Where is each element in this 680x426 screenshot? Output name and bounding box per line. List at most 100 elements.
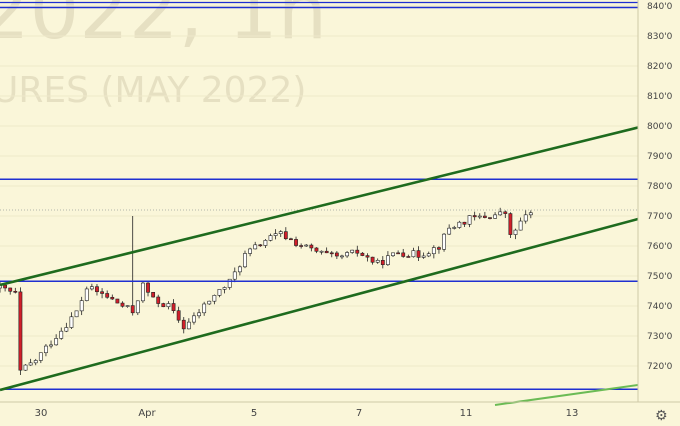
candle-body bbox=[59, 330, 64, 339]
candle-body bbox=[3, 284, 8, 289]
candle-body bbox=[380, 260, 385, 265]
candle-body bbox=[452, 227, 457, 229]
candle-body bbox=[467, 215, 472, 225]
candle-body bbox=[181, 319, 186, 330]
candle-series bbox=[0, 207, 533, 375]
time-tick-label: 7 bbox=[356, 408, 362, 419]
candle-body bbox=[243, 253, 247, 268]
candle-body bbox=[401, 252, 406, 257]
price-tick-label: 840'0 bbox=[647, 2, 673, 12]
candle-body bbox=[365, 255, 370, 258]
candle-body bbox=[360, 252, 365, 256]
candle-body bbox=[146, 282, 150, 293]
price-tick-label: 720'0 bbox=[647, 362, 673, 372]
price-tick-label: 740'0 bbox=[647, 302, 673, 312]
candle-body bbox=[100, 291, 104, 294]
candle-body bbox=[192, 315, 196, 323]
candle-body bbox=[411, 250, 416, 258]
watermark-symbol: 2022, 1h bbox=[0, 0, 327, 57]
candle-body bbox=[416, 250, 421, 258]
candle-body bbox=[482, 215, 487, 218]
candle-body bbox=[176, 310, 181, 321]
candle-body bbox=[156, 296, 161, 304]
candle-body bbox=[299, 245, 304, 247]
candle-body bbox=[202, 303, 207, 314]
candle-body bbox=[79, 300, 84, 312]
candle-body bbox=[186, 321, 191, 330]
candle-body bbox=[273, 233, 278, 236]
candle-body bbox=[355, 249, 360, 254]
channel-upper-line bbox=[0, 126, 639, 287]
price-axis[interactable]: 720'0 730'0 740'0 750'0 760'0 770'0 780'0 790'0… bbox=[637, 0, 680, 426]
price-tick-label: 770'0 bbox=[647, 212, 673, 222]
price-tick-label: 730'0 bbox=[647, 332, 673, 342]
candle-body bbox=[227, 278, 232, 288]
candle-body bbox=[289, 238, 293, 241]
trend-channel bbox=[0, 126, 639, 406]
candle-body bbox=[421, 255, 426, 258]
candle-body bbox=[375, 260, 380, 263]
time-tick-label: 30 bbox=[35, 408, 48, 419]
price-grid bbox=[0, 5, 638, 367]
candle-body bbox=[212, 295, 217, 302]
candle-body bbox=[0, 284, 2, 289]
candle-body bbox=[294, 239, 298, 246]
time-tick-label: 13 bbox=[566, 408, 579, 419]
candle-body bbox=[334, 252, 339, 257]
candle-body bbox=[105, 293, 110, 298]
candle-body bbox=[304, 244, 309, 247]
time-axis[interactable]: 30 Apr 5 7 11 13 bbox=[0, 401, 680, 419]
price-axis-background bbox=[638, 0, 680, 426]
gear-icon[interactable]: ⚙ bbox=[655, 408, 668, 424]
candle-body bbox=[217, 289, 222, 296]
candle-body bbox=[23, 364, 28, 371]
candle-body bbox=[13, 290, 18, 293]
candle-body bbox=[268, 235, 273, 241]
candle-body bbox=[95, 286, 99, 293]
candle-body bbox=[141, 282, 145, 302]
price-tick-label: 780'0 bbox=[647, 182, 673, 192]
candle-body bbox=[253, 244, 258, 250]
price-tick-label: 790'0 bbox=[647, 152, 673, 162]
candle-body bbox=[437, 247, 441, 250]
candle-body bbox=[406, 256, 411, 258]
time-tick-label: 11 bbox=[460, 408, 473, 419]
candle-body bbox=[518, 220, 523, 231]
candle-body bbox=[237, 266, 242, 273]
candle-body bbox=[309, 244, 314, 249]
candle-body bbox=[135, 300, 140, 314]
price-tick-label: 810'0 bbox=[647, 92, 673, 102]
candle-body bbox=[319, 250, 324, 253]
candle-body bbox=[248, 248, 252, 254]
candle-body bbox=[125, 305, 130, 307]
candle-body bbox=[38, 352, 43, 361]
candle-body bbox=[151, 292, 156, 298]
candle-body bbox=[54, 338, 59, 346]
candle-body bbox=[370, 256, 375, 263]
candle-body bbox=[345, 252, 349, 257]
candle-body bbox=[171, 303, 176, 311]
channel-lower-line bbox=[0, 217, 639, 392]
candle-body bbox=[222, 287, 227, 290]
candle-body bbox=[84, 288, 89, 301]
candle-body bbox=[74, 310, 79, 318]
candle-body bbox=[508, 213, 513, 235]
candle-body bbox=[386, 255, 390, 265]
candle-body bbox=[472, 215, 477, 218]
price-tick-label: 820'0 bbox=[647, 62, 673, 72]
candle-body bbox=[498, 211, 503, 216]
candle-body bbox=[8, 287, 13, 292]
candle-body bbox=[33, 360, 38, 364]
candle-body bbox=[89, 286, 94, 290]
candle-body bbox=[513, 229, 518, 235]
candle-body bbox=[130, 305, 135, 314]
candle-body bbox=[426, 253, 431, 257]
candle-body bbox=[462, 221, 467, 225]
candle-body bbox=[477, 215, 482, 218]
time-tick-label: Apr bbox=[138, 408, 156, 419]
candle-body bbox=[278, 231, 283, 234]
candle-body bbox=[447, 227, 452, 235]
candle-body bbox=[197, 312, 201, 317]
candle-body bbox=[488, 217, 492, 219]
